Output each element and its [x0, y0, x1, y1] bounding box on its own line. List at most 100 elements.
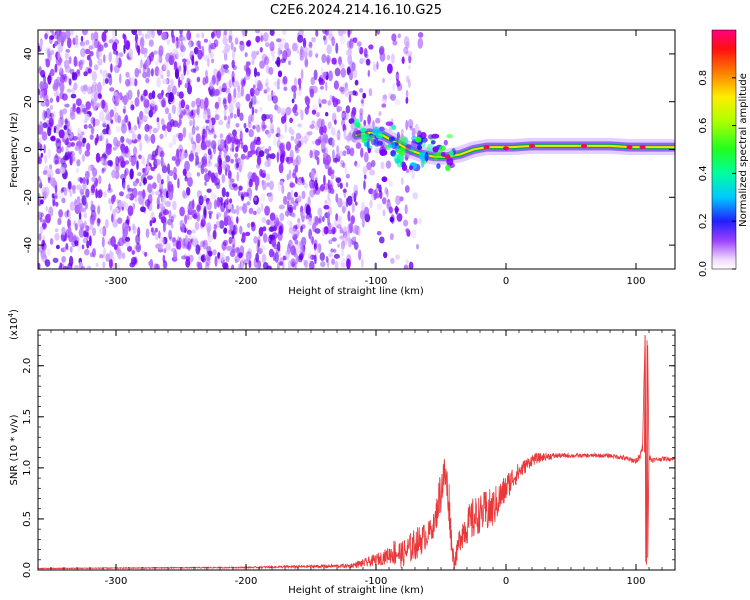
spectrogram-cell [269, 41, 275, 52]
spectrogram-cell [38, 66, 42, 75]
spectrogram-cell [343, 110, 349, 121]
spectrogram-cell [294, 234, 299, 239]
spectrogram-cell [316, 156, 320, 166]
spectrogram-cell [264, 205, 270, 216]
spectrogram-cell [227, 170, 232, 180]
spectrogram-cell [62, 155, 69, 161]
spectrogram-cell [57, 190, 64, 200]
spectrogram-cell [297, 221, 301, 229]
spectrogram-cell [320, 85, 324, 90]
spectrogram-cell [234, 247, 240, 253]
spectrogram-cell [133, 124, 138, 131]
spectrogram-cell [204, 262, 210, 269]
spectrogram-cell [345, 173, 350, 179]
spectrogram-cell [211, 140, 217, 149]
spectrogram-cell [105, 253, 111, 262]
ridge-turbulence-blob [398, 147, 406, 156]
spectrogram-cell [231, 59, 235, 69]
ridge-turbulence-blob [415, 136, 422, 143]
spectrogram-cell [235, 204, 240, 216]
spectrogram-cell [117, 217, 123, 224]
spectrogram-cell [209, 80, 214, 90]
spectrogram-cell [204, 181, 207, 186]
spectrogram-cell [270, 118, 273, 124]
spectrogram-cell [266, 182, 270, 187]
spectrogram-cell [243, 259, 250, 265]
spectrogram-cell [344, 166, 348, 176]
spectrogram-cell [49, 68, 55, 77]
spectrogram-cell [334, 67, 341, 77]
spectrogram-cell [206, 174, 210, 182]
spectrogram-cell [405, 168, 410, 174]
spectrogram-cell [41, 131, 48, 141]
spectrogram-cell [380, 161, 385, 170]
spectrogram-cell [408, 261, 414, 269]
spectrogram-cell [288, 227, 294, 234]
spectrogram-cell [185, 104, 190, 110]
spectrogram-cell [296, 178, 303, 186]
spectrogram-cell [78, 228, 85, 238]
spectrogram-cell [200, 222, 204, 229]
spectrogram-cell [217, 164, 223, 175]
spectrogram-cell [365, 58, 371, 66]
spectrogram-cell [363, 48, 368, 57]
spectrogram-cell [65, 146, 69, 153]
spectrogram-cell [238, 206, 245, 211]
spectrogram-cell [62, 108, 68, 115]
spectrogram-cell [230, 136, 236, 144]
spectrogram-cell [304, 106, 309, 115]
spectrogram-cell [39, 179, 42, 189]
spectrogram-cell [376, 61, 379, 70]
spectrogram-cell [248, 207, 254, 215]
spectrogram-cell [45, 58, 51, 68]
spectrogram-cell [299, 55, 304, 61]
spectrogram-x-tick-label: -200 [235, 276, 258, 287]
spectrogram-cell [218, 85, 222, 95]
spectrogram-cell [208, 240, 211, 247]
spectrogram-cell [50, 177, 56, 187]
spectrogram-cell [85, 66, 91, 75]
spectrogram-cell [236, 216, 239, 224]
spectrogram-cell [343, 226, 348, 233]
spectrogram-cell [61, 146, 64, 153]
spectrogram-cell [49, 105, 53, 110]
spectrogram-cell [297, 32, 300, 43]
spectrogram-cell [358, 46, 361, 52]
spectrogram-cell [186, 171, 192, 178]
spectrogram-cell [260, 244, 266, 252]
spectrogram-cell [118, 237, 125, 247]
spectrogram-cell [403, 219, 409, 227]
spectrogram-cell [276, 151, 279, 163]
spectrogram-cell [128, 152, 132, 164]
spectrogram-cell [99, 227, 104, 235]
spectrogram-cell [322, 133, 329, 144]
spectrogram-cell [260, 35, 264, 42]
colorbar-ticks: 0.0 0.2 0.4 0.6 0.8 [698, 70, 736, 277]
spectrogram-cell [45, 205, 48, 212]
spectrogram-cell [64, 73, 68, 83]
spectrogram-cell [274, 251, 279, 263]
spectrogram-cell [276, 106, 281, 114]
spectrogram-cell [38, 64, 42, 72]
spectrogram-cell [368, 44, 374, 50]
spectrogram-cell [203, 208, 207, 219]
spectrogram-cell [71, 185, 76, 191]
spectrogram-cell [206, 160, 213, 167]
spectrogram-cell [378, 184, 382, 193]
spectrogram-cell [186, 187, 191, 196]
spectrogram-cell [210, 129, 216, 135]
spectrogram-cell [191, 229, 196, 234]
spectrogram-cell [160, 216, 167, 224]
spectrogram-cell [332, 112, 337, 123]
spectrogram-cell [65, 75, 70, 81]
spectrogram-cell [351, 192, 358, 199]
spectrogram-cell [270, 128, 275, 134]
spectrogram-cell [188, 204, 193, 213]
spectrogram-cell [186, 30, 192, 41]
spectrogram-cell [277, 79, 280, 90]
spectrogram-cell [44, 110, 48, 119]
spectrogram-cell [117, 249, 123, 260]
spectrogram-cell [199, 98, 205, 109]
spectrogram-cell [340, 240, 346, 250]
spectrogram-cell [311, 236, 315, 245]
